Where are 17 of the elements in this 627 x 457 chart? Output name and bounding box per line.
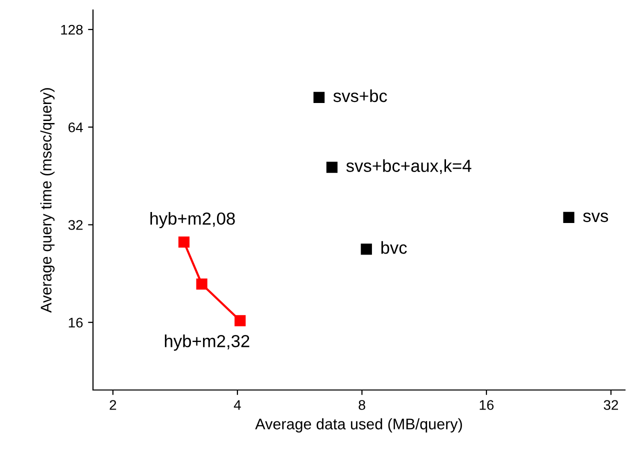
annotation: svs: [583, 212, 608, 222]
annotation: svs+bc+aux,k=4: [346, 159, 472, 174]
annotation: bvc: [381, 241, 407, 254]
x-tick-label: 8: [358, 400, 366, 410]
x-tick-label: 16: [480, 400, 494, 410]
annotation: hyb+m2,32: [164, 334, 250, 351]
x-tick-label: 2: [110, 400, 116, 410]
x-tick-label: 32: [604, 400, 618, 410]
y-tick-label: 128: [61, 24, 83, 35]
x-axis-title: Average data used (MB/query): [255, 418, 462, 432]
y-tick-label: 16: [68, 318, 83, 328]
annotation: hyb+m2,08: [150, 212, 235, 228]
y-axis-title: Average query time (msec/query): [40, 88, 55, 313]
annotation: svs+bc: [333, 89, 387, 102]
x-tick-label: 4: [234, 400, 241, 410]
y-tick-label: 64: [68, 122, 83, 132]
y-tick-label: 32: [68, 220, 83, 230]
